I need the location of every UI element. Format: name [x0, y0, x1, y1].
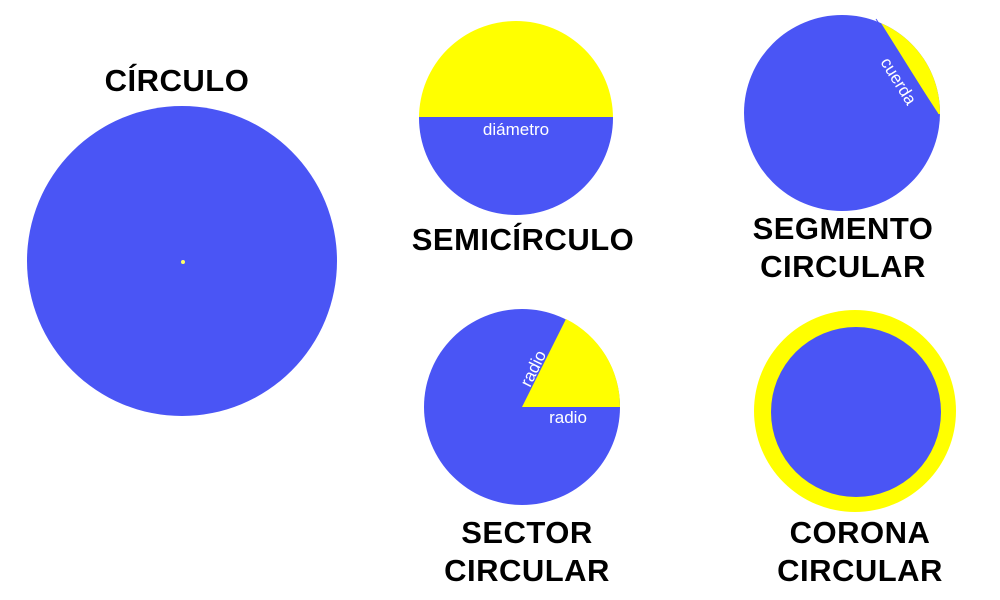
semicirculo-label-diametro: diámetro	[483, 120, 549, 139]
sector-yellow-wedge	[522, 319, 621, 407]
corona-title-line2: CIRCULAR	[777, 553, 943, 588]
segmento-title-line2: CIRCULAR	[760, 249, 926, 284]
sector-label-radio-2: radio	[549, 408, 587, 427]
corona-title: CORONA CIRCULAR	[750, 514, 970, 590]
corona-inner-circle	[771, 327, 941, 497]
sector-title-line2: CIRCULAR	[444, 553, 610, 588]
semicirculo-upper-half	[419, 21, 613, 118]
circulo-title: CÍRCULO	[104, 63, 250, 98]
circulo-center-point	[181, 260, 185, 264]
corona-title-line1: CORONA	[789, 515, 931, 550]
semicirculo-title: SEMICÍRCULO	[411, 222, 635, 257]
sector-title-line1: SECTOR	[461, 515, 593, 550]
segmento-chord-line	[875, 18, 939, 115]
segmento-title-line1: SEGMENTO	[752, 211, 934, 246]
sector-title: SECTOR CIRCULAR	[420, 514, 634, 590]
segmento-title: SEGMENTO CIRCULAR	[730, 210, 956, 286]
